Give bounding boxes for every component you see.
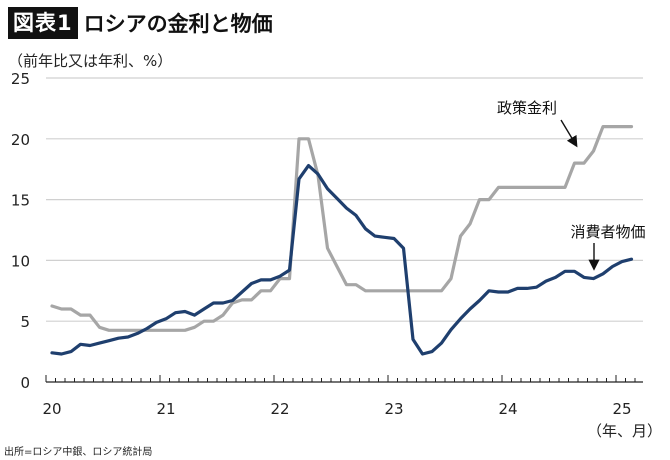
policy-rate-arrow-icon: [560, 119, 578, 148]
x-tick-label: 25: [612, 400, 631, 418]
y-tick-label: 10: [11, 252, 30, 270]
x-tick-label: 24: [498, 400, 517, 418]
x-tick-label: 21: [156, 400, 175, 418]
source-note: 出所=ロシア中銀、ロシア統計局: [4, 447, 153, 458]
y-tick-label: 0: [20, 374, 30, 392]
cpi-annotation: 消費者物価: [570, 223, 645, 241]
x-tick-label: 22: [270, 400, 289, 418]
x-tick-label: 23: [384, 400, 403, 418]
y-axis-unit-label: （前年比又は年利、%）: [8, 52, 173, 70]
y-tick-label: 5: [20, 313, 30, 331]
policy-rate-annotation: 政策金利: [497, 99, 557, 117]
policy-rate-line: [50, 124, 634, 332]
y-tick-label: 15: [11, 192, 30, 210]
chart-title-row: 図表1 ロシアの金利と物価: [8, 6, 273, 40]
x-tick-label: 20: [42, 400, 61, 418]
cpi-line: [50, 164, 634, 356]
y-tick-label: 25: [11, 70, 30, 88]
figure-number-badge: 図表1: [8, 7, 78, 39]
x-axis-unit-label: （年、月）: [586, 422, 662, 440]
y-tick-label: 20: [11, 131, 30, 149]
chart-title: ロシアの金利と物価: [83, 12, 273, 36]
